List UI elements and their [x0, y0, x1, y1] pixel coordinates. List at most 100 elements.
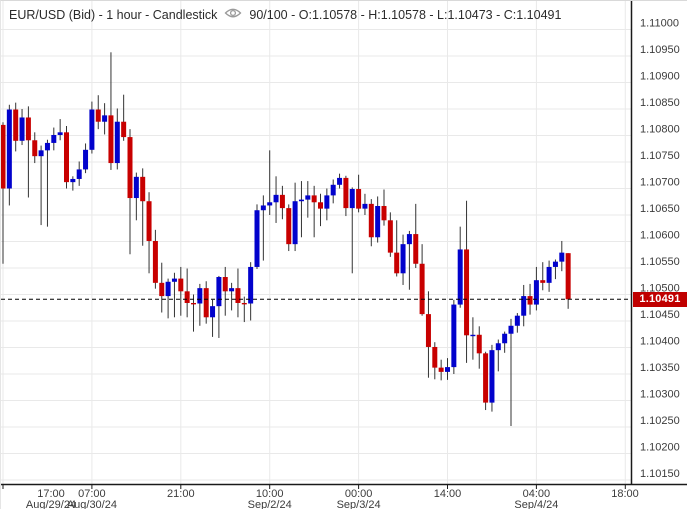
candle: [140, 168, 146, 246]
candle: [445, 358, 450, 380]
candle: [108, 52, 114, 170]
candle: [419, 244, 425, 316]
candle: [413, 203, 419, 268]
candle: [508, 318, 514, 426]
candle: [337, 173, 343, 189]
candle: [286, 204, 292, 252]
candle: [470, 317, 476, 360]
candle: [343, 175, 349, 217]
chart-title: EUR/USD (Bid) - 1 hour - Candlestick: [9, 7, 218, 22]
candle: [305, 181, 311, 218]
candle: [235, 268, 241, 318]
candle: [76, 161, 82, 186]
last-price-tag: 1.10491: [633, 291, 687, 307]
price-tick-label: 1.10150: [640, 468, 680, 480]
time-tick-label: 21:00: [167, 488, 195, 500]
time-tick-label: 14:00: [434, 488, 462, 500]
candle: [279, 185, 285, 220]
candle: [260, 195, 266, 261]
candle: [165, 278, 171, 319]
candle: [121, 94, 127, 141]
candle: [527, 283, 533, 315]
candle: [152, 229, 158, 289]
candle: [216, 275, 222, 338]
candle: [406, 230, 412, 290]
candle: [425, 291, 431, 378]
candle: [476, 326, 482, 369]
price-tick-label: 1.10600: [640, 230, 680, 242]
candle: [438, 359, 444, 381]
candle: [127, 129, 133, 255]
candle: [451, 299, 457, 374]
candle: [381, 189, 387, 226]
candle: [267, 150, 273, 215]
candle: [521, 284, 527, 327]
time-tick-label: 18:00: [611, 488, 639, 500]
price-tick-label: 1.10650: [640, 203, 680, 215]
candle: [432, 342, 438, 380]
time-tick-label: 17:00: [37, 488, 65, 500]
price-tick-label: 1.10450: [640, 309, 680, 321]
candle: [191, 294, 196, 332]
price-axis[interactable]: 1.11000 1.10950 1.10900 1.10850 1.10800 1.107…: [640, 18, 680, 481]
candle: [356, 174, 362, 213]
candle: [330, 179, 336, 204]
candle: [83, 143, 89, 174]
candle: [368, 199, 374, 247]
last-price-label: 1.10491: [639, 292, 681, 305]
price-tick-label: 1.10900: [640, 71, 680, 83]
horizontal-gridlines: [1, 29, 631, 481]
candle: [89, 101, 95, 154]
chart-plot-area[interactable]: [1, 1, 631, 484]
candle: [318, 193, 323, 227]
price-tick-label: 1.10800: [640, 124, 680, 136]
candle: [273, 176, 279, 223]
candle: [311, 185, 317, 238]
price-tick-label: 1.10700: [640, 177, 680, 189]
candle: [400, 234, 406, 285]
date-tick-label: Sep/4/24: [514, 499, 558, 509]
candle: [51, 127, 57, 151]
date-tick-label: Aug/29/24: [26, 499, 76, 509]
time-tick-label: 10:00: [256, 488, 284, 500]
candle: [464, 200, 470, 363]
candle: [248, 262, 254, 321]
candle: [95, 95, 101, 130]
candle: [133, 172, 139, 221]
candle: [57, 119, 63, 141]
candle: [559, 240, 565, 272]
candle: [483, 351, 489, 411]
candle: [32, 132, 38, 164]
candle: [203, 281, 209, 324]
price-tick-label: 1.10250: [640, 415, 680, 427]
price-tick-label: 1.10500: [640, 283, 680, 295]
chart-ohlc-stats: 90/100 - O:1.10578 - H:1.10578 - L:1.104…: [249, 7, 562, 22]
candle: [102, 103, 108, 135]
candle: [241, 296, 247, 323]
vertical-gridlines: [2, 1, 626, 484]
candle: [25, 106, 31, 198]
candle: [159, 262, 165, 313]
candle: [324, 188, 330, 221]
candle: [489, 344, 495, 412]
time-tick-label: 04:00: [523, 488, 551, 500]
eye-icon[interactable]: [224, 7, 242, 22]
price-tick-label: 1.10300: [640, 389, 680, 401]
candle: [64, 125, 69, 189]
price-tick-label: 1.10400: [640, 336, 680, 348]
candle: [1, 122, 6, 264]
candle: [540, 262, 546, 291]
price-tick-label: 1.10550: [640, 256, 680, 268]
price-tick-label: 1.10850: [640, 97, 680, 109]
chart-title-bar: EUR/USD (Bid) - 1 hour - Candlestick 90/…: [9, 7, 561, 22]
candle: [13, 102, 19, 152]
price-tick-label: 1.11000: [640, 18, 679, 30]
candle: [349, 187, 355, 274]
candle: [254, 204, 260, 270]
candle: [114, 108, 120, 170]
candle: [514, 313, 520, 333]
candle: [44, 139, 50, 227]
price-tick-label: 1.10350: [640, 362, 680, 374]
